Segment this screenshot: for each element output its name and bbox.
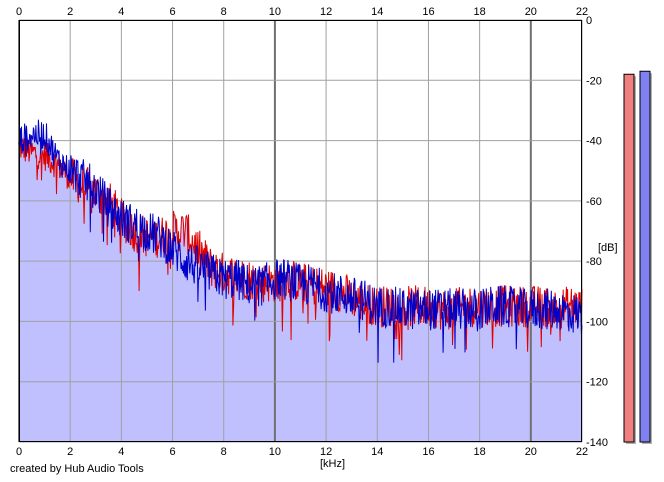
x-tick-label: 10 [269,6,281,18]
y-tick-label: -40 [586,136,602,148]
x-tick-label: 22 [576,446,588,458]
x-tick-label: 14 [371,446,383,458]
x-tick-label: 14 [371,6,383,18]
level-meter-right [639,70,651,443]
y-tick-label: -120 [586,377,608,389]
x-tick-label: 22 [576,6,588,18]
x-tick-label: 10 [269,446,281,458]
y-tick-label: 0 [586,15,592,27]
x-tick-label: 20 [525,446,537,458]
x-tick-label: 2 [67,446,73,458]
x-tick-label: 0 [16,446,22,458]
x-tick-label: 6 [169,6,175,18]
x-tick-label: 12 [320,446,332,458]
x-tick-label: 8 [221,446,227,458]
y-ticks-right: 0 -20 -40 -60 -80 -100 -120 -140 [586,15,608,449]
series-line-blue [18,119,583,363]
level-meter-left [623,73,635,443]
x-tick-label: 0 [16,6,22,18]
series-layer [18,119,583,363]
x-tick-label: 4 [118,446,124,458]
x-tick-label: 2 [67,6,73,18]
y-tick-label: -140 [586,437,608,449]
level-meters [623,70,652,444]
x-tick-label: 16 [422,446,434,458]
y-tick-label: -20 [586,75,602,87]
x-axis-label: [kHz] [320,458,346,470]
x-tick-label: 16 [422,6,434,18]
x-tick-label: 8 [221,6,227,18]
x-ticks-bottom: 0 2 4 6 8 10 12 14 16 18 20 22 [16,446,588,458]
x-ticks-top: 0 2 4 6 8 10 12 14 16 18 20 22 [16,6,588,18]
y-axis-label: [dB] [598,242,618,254]
x-tick-label: 12 [320,6,332,18]
x-tick-label: 20 [525,6,537,18]
x-tick-label: 6 [169,446,175,458]
y-tick-label: -100 [586,316,608,328]
x-tick-label: 4 [118,6,124,18]
credit-text: created by Hub Audio Tools [10,463,144,475]
y-tick-label: -60 [586,196,602,208]
plot-border [19,20,582,442]
x-tick-label: 18 [474,6,486,18]
y-tick-label: -80 [586,256,602,268]
x-tick-label: 18 [474,446,486,458]
